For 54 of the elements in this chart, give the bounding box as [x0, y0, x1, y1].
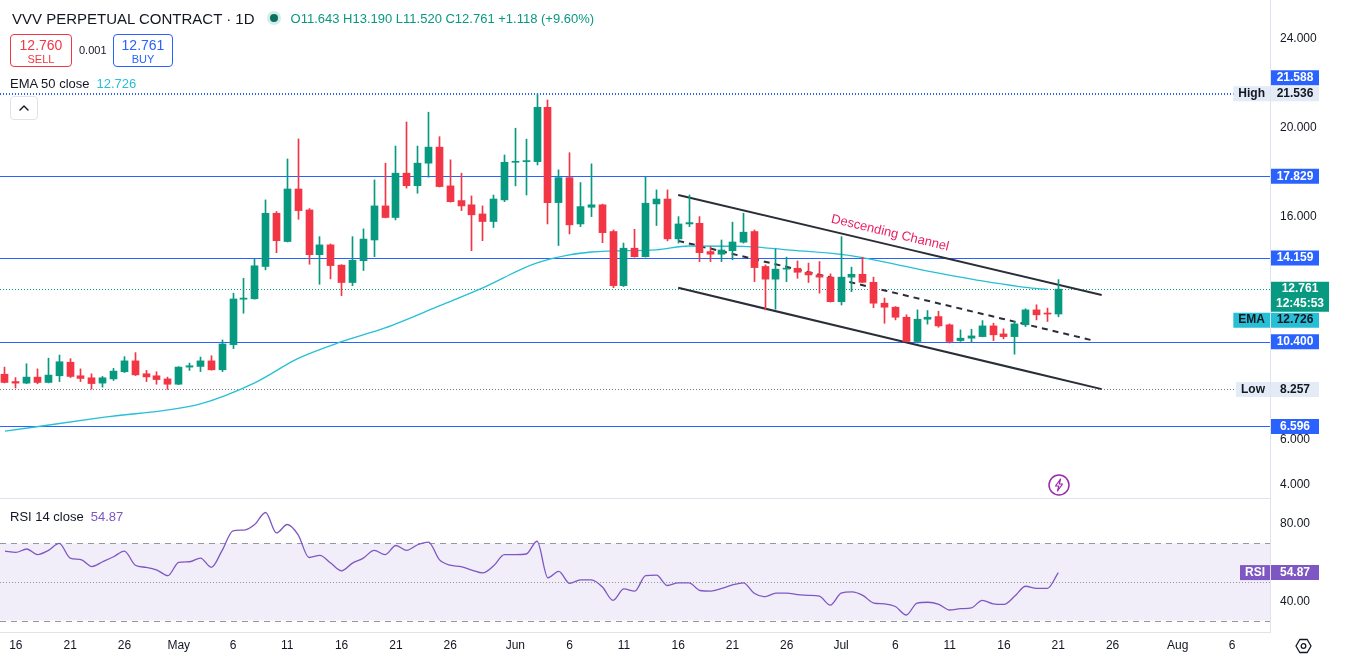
annotation: BUY: [130, 53, 156, 66]
x-tick-label: 26: [443, 637, 458, 652]
y-tick-label: 6.000: [1280, 431, 1311, 446]
x-tick-label: 11: [281, 637, 294, 652]
y-tick-label: 80.00: [1280, 516, 1311, 531]
ref-line-label: High 21.536: [1238, 86, 1314, 101]
x-tick-label: 6: [229, 637, 237, 652]
x-tick-label: 6: [1228, 637, 1236, 652]
x-tick-label: 16: [997, 637, 1011, 652]
ref-line-label: 12.761 12:45:53: [1275, 281, 1325, 311]
x-tick-label: 11: [943, 637, 957, 652]
x-tick-label: May: [167, 637, 191, 652]
annotation: 0.001: [79, 44, 107, 56]
buy-button[interactable]: 12.761 BUY: [113, 34, 173, 67]
line-series: [4, 511, 1059, 616]
annotation: 12.760: [18, 37, 64, 53]
x-tick-label: 21: [63, 637, 78, 652]
x-tick-label: Jun: [505, 637, 526, 652]
sell-button[interactable]: 12.760 SELL: [10, 34, 72, 67]
x-tick-label: 21: [725, 637, 740, 652]
text: VVV PERPETUAL CONTRACT · 1D: [12, 9, 255, 27]
x-tick-label: 26: [780, 637, 794, 652]
annotation: 12.761: [120, 37, 166, 53]
x-tick-label: 11: [617, 637, 631, 652]
text: Low 8.257: [1241, 381, 1311, 396]
annotation: EMA 50 close: [10, 76, 90, 91]
text: O11.643 H13.190 L11.520 C12.761 +1.118 (+9.60%): [290, 10, 595, 26]
y-tick-label: 24.000: [1280, 31, 1318, 46]
x-tick-label: 26: [117, 637, 132, 652]
x-tick-label: 26: [1105, 637, 1120, 652]
y-tick-label: 20.000: [1280, 120, 1318, 135]
x-tick-label: 6: [566, 637, 574, 652]
x-tick-label: 21: [1051, 637, 1066, 652]
x-tick-label: 21: [389, 637, 403, 652]
ref-line-label: 6.596: [1279, 418, 1311, 433]
x-tick-label: 16: [671, 637, 686, 652]
y-tick-label: 40.00: [1280, 593, 1311, 608]
x-tick-label: Jul: [833, 637, 849, 652]
ref-line-label: 17.829: [1276, 168, 1314, 183]
annotation: SELL: [26, 53, 56, 66]
ref-line-label: 10.400: [1276, 334, 1314, 349]
x-tick-label: 16: [334, 637, 349, 652]
x-tick-label: 16: [9, 637, 23, 652]
text: RSI 54.87: [1244, 564, 1311, 579]
ref-line-label: 21.588: [1276, 70, 1314, 85]
annotation: 54.87: [90, 509, 124, 524]
annotation: RSI 14 close: [10, 509, 84, 524]
annotation: 12.726: [96, 76, 137, 91]
x-tick-label: 6: [892, 637, 900, 652]
y-tick-label: 4.000: [1280, 476, 1311, 491]
y-tick-label: 16.000: [1280, 209, 1318, 224]
annotation: EMA 12.726: [1238, 312, 1314, 327]
x-tick-label: Aug: [1167, 637, 1189, 652]
ref-line-label: 14.159: [1276, 250, 1314, 265]
